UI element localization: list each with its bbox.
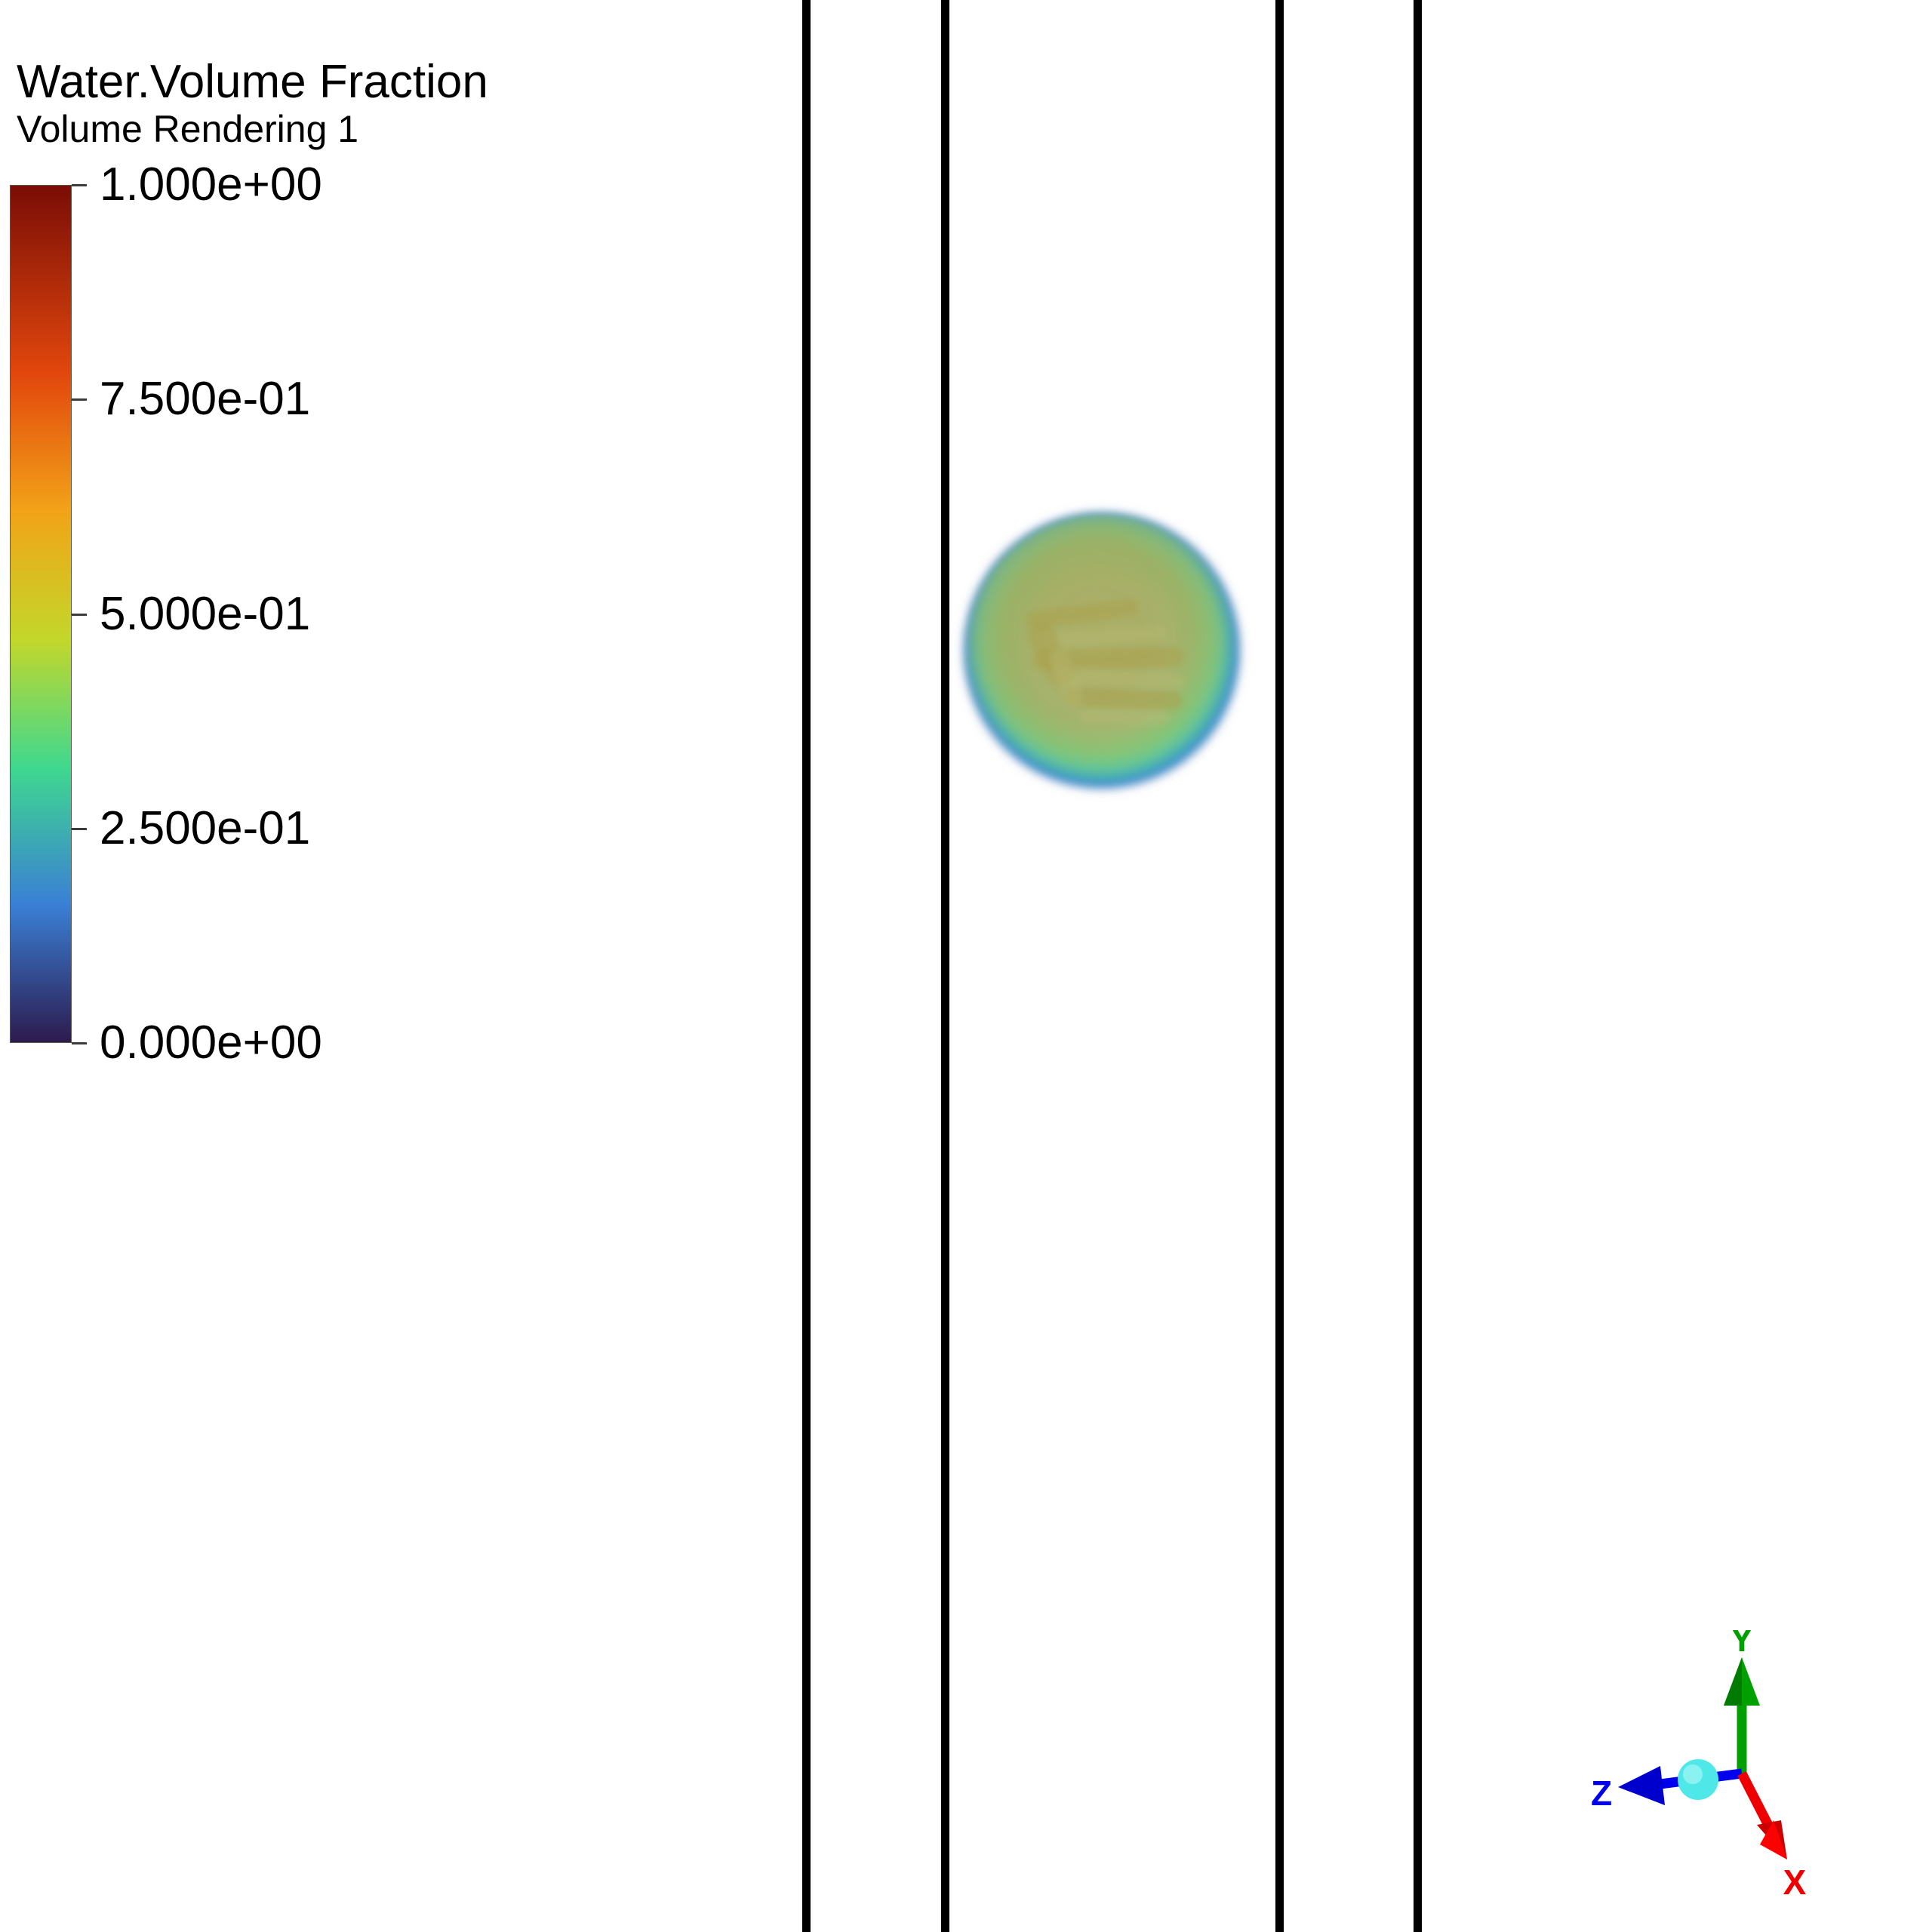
x-axis-label: X bbox=[1783, 1863, 1807, 1902]
scalar-bar-tick-label-4: 0.000e+00 bbox=[100, 1017, 322, 1069]
scalar-bar-title: Water.Volume Fraction bbox=[17, 56, 488, 108]
channel-wall-1 bbox=[802, 0, 811, 1932]
scalar-bar-subtitle: Volume Rendering 1 bbox=[17, 108, 359, 150]
droplet-internal-structure bbox=[966, 515, 1238, 786]
orientation-axes-widget[interactable]: Y Z X bbox=[1555, 1630, 1857, 1932]
scalar-bar-tick-2 bbox=[72, 613, 87, 616]
scalar-bar-tick-label-3: 2.500e-01 bbox=[100, 801, 311, 854]
x-axis-arrow bbox=[1737, 1771, 1787, 1860]
scalar-bar[interactable]: Water.Volume Fraction Volume Rendering 1… bbox=[0, 0, 589, 1102]
scalar-bar-tick-0 bbox=[72, 184, 87, 186]
scalar-bar-tick-label-1: 7.500e-01 bbox=[100, 373, 311, 426]
y-axis-arrow bbox=[1724, 1657, 1760, 1774]
scalar-bar-tick-4 bbox=[72, 1042, 87, 1044]
z-axis-label: Z bbox=[1591, 1774, 1612, 1813]
channel-wall-2 bbox=[941, 0, 949, 1932]
channel-wall-4 bbox=[1414, 0, 1422, 1932]
scalar-bar-tick-3 bbox=[72, 827, 87, 830]
orientation-axes-svg: Y Z X bbox=[1591, 1630, 1807, 1902]
channel-wall-3 bbox=[1275, 0, 1284, 1932]
origin-sphere bbox=[1678, 1759, 1718, 1800]
scalar-bar-tick-label-2: 5.000e-01 bbox=[100, 587, 311, 640]
color-ramp[interactable] bbox=[10, 185, 72, 1043]
scalar-bar-tick-label-0: 1.000e+00 bbox=[100, 158, 322, 211]
y-axis-label: Y bbox=[1730, 1630, 1754, 1659]
water-droplet bbox=[966, 515, 1238, 786]
scalar-bar-tick-1 bbox=[72, 398, 87, 401]
droplet-core-layer bbox=[966, 515, 1238, 786]
